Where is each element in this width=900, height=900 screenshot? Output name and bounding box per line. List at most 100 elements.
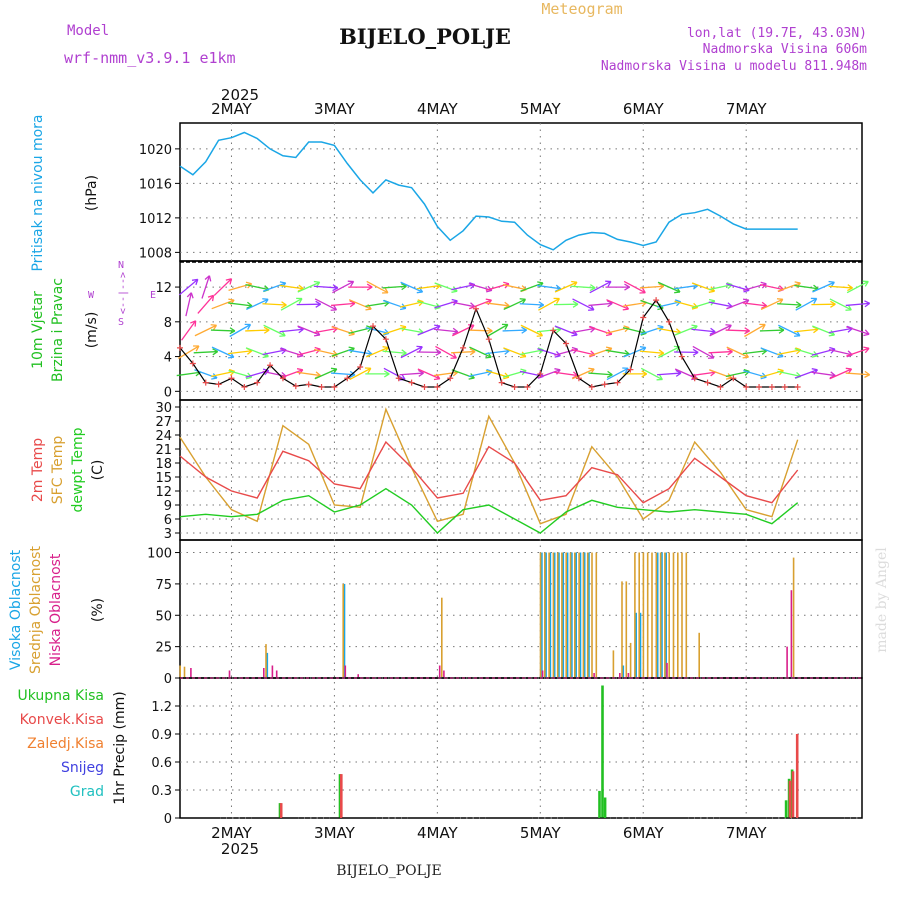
wind-arrow bbox=[435, 345, 457, 359]
lonlat-label: lon,lat (19.7E, 43.03N) bbox=[687, 26, 867, 41]
wind-speed-markers bbox=[177, 297, 801, 390]
cloud-bar bbox=[634, 552, 636, 677]
y-tick-label: 24 bbox=[155, 429, 172, 444]
y-tick-label: 4 bbox=[164, 351, 172, 366]
cloud-bar bbox=[566, 552, 569, 677]
wind-arrow bbox=[382, 299, 407, 311]
gridlines bbox=[180, 123, 862, 819]
cloud-bar bbox=[588, 552, 590, 677]
cloud-bar bbox=[569, 552, 572, 677]
wind-arrow bbox=[588, 300, 613, 308]
wind-arrow bbox=[382, 349, 407, 357]
wind-speed-marker bbox=[215, 381, 222, 388]
precip-bar bbox=[791, 771, 795, 818]
clouds-panel-frame bbox=[179, 539, 863, 679]
wind-arrow bbox=[811, 300, 836, 308]
wind-arrow bbox=[213, 278, 233, 296]
y-tick-label: 0 bbox=[164, 385, 172, 400]
wind-speed-marker bbox=[395, 375, 402, 382]
wind-arrow bbox=[399, 369, 424, 377]
cloud-bar bbox=[179, 665, 181, 677]
pressure-panel-frame bbox=[179, 122, 863, 262]
wind-arrow bbox=[588, 370, 613, 378]
cloud-bar bbox=[275, 670, 278, 677]
wind-arrow bbox=[177, 345, 200, 359]
wind-arrow bbox=[519, 301, 545, 309]
bottom-day-label: 2MAY bbox=[211, 824, 253, 842]
wind-arrow bbox=[434, 282, 458, 293]
wind-speed-marker bbox=[653, 297, 660, 304]
wind-speed-marker bbox=[704, 379, 711, 386]
wind-arrow bbox=[262, 301, 287, 309]
wind-speed-marker bbox=[318, 383, 325, 390]
cloud-bar bbox=[266, 652, 269, 677]
wind-speed-marker bbox=[563, 340, 570, 347]
top-day-labels: 2MAY 3MAY 4MAY 5MAY 6MAY 7MAY bbox=[211, 100, 767, 118]
wind-arrow bbox=[812, 325, 836, 337]
cloud-bar bbox=[625, 581, 628, 677]
wind-arrow bbox=[708, 348, 733, 356]
wind-speed-marker bbox=[781, 383, 788, 390]
bottom-day-label: 4MAY bbox=[417, 824, 459, 842]
cloud-bar bbox=[664, 552, 666, 677]
cloud-bar bbox=[578, 552, 580, 677]
wind-arrow bbox=[330, 300, 356, 308]
wind-speed-marker bbox=[498, 379, 505, 386]
wind-speed-marker bbox=[691, 375, 698, 382]
top-day-label: 3MAY bbox=[314, 100, 356, 118]
cloud-bar bbox=[786, 646, 788, 677]
wind-speed-marker bbox=[743, 383, 750, 390]
wind-arrow bbox=[503, 347, 527, 359]
station-title: BIJELO_POLJE bbox=[339, 24, 511, 49]
wind-arrow bbox=[416, 348, 442, 356]
wind-speed-marker bbox=[717, 383, 724, 390]
wind-arrow bbox=[692, 345, 715, 359]
wind-arrow bbox=[451, 348, 476, 356]
temp-axis-unit: (C) bbox=[90, 460, 106, 481]
pressure-axis-title: Pritisak na nivou mora bbox=[30, 114, 46, 271]
wind-arrow bbox=[605, 283, 630, 291]
cloud-bar bbox=[574, 552, 576, 677]
wind-speed-marker bbox=[292, 383, 299, 390]
cloud-yticks: 0 25 50 75 100 bbox=[147, 547, 180, 687]
precip-bar bbox=[340, 774, 343, 818]
wind-speed-marker bbox=[756, 383, 763, 390]
cloud-bar bbox=[790, 590, 793, 677]
wind-arrow bbox=[348, 299, 372, 311]
wind-speed-marker bbox=[588, 383, 595, 390]
dewpt-series-line bbox=[179, 487, 799, 534]
precip-bar bbox=[788, 780, 792, 818]
cloud-bar bbox=[681, 552, 683, 677]
precip-legend-item: Zaledj.Kisa bbox=[27, 736, 104, 752]
wind-axis-unit: (m/s) bbox=[84, 312, 100, 349]
cloud-bar bbox=[612, 650, 615, 677]
bottom-day-label: 6MAY bbox=[623, 824, 665, 842]
cloud-bar bbox=[666, 662, 668, 677]
wind-arrow bbox=[846, 346, 870, 357]
wind-arrow bbox=[332, 280, 355, 294]
wind-arrow bbox=[725, 327, 750, 335]
wind-arrow bbox=[606, 299, 630, 311]
precip-bar bbox=[795, 734, 799, 818]
wind-speed-marker bbox=[305, 381, 312, 388]
precip-bar bbox=[784, 800, 788, 818]
y-tick-label: 18 bbox=[155, 457, 172, 472]
cloud-bar bbox=[661, 552, 663, 677]
altitude-label: Nadmorska Visina 606m bbox=[703, 42, 868, 57]
wind-speed-marker bbox=[408, 379, 415, 386]
wind-arrow bbox=[640, 367, 663, 381]
cloud-bar bbox=[659, 552, 662, 677]
cloud-low-axis-title: Niska Oblacnost bbox=[48, 553, 64, 666]
wind-arrow bbox=[279, 284, 304, 292]
cloud-bar bbox=[552, 552, 555, 677]
wind-speed-marker bbox=[357, 363, 364, 370]
pressure-series-line bbox=[179, 131, 798, 251]
wind-arrow bbox=[709, 369, 733, 380]
cloud-bar bbox=[228, 670, 231, 677]
cloud-bar bbox=[565, 552, 567, 677]
wind-arrow bbox=[828, 284, 853, 292]
wind-speed-marker bbox=[241, 383, 248, 390]
wind-speed-marker bbox=[267, 362, 274, 369]
wind-arrow bbox=[845, 300, 871, 308]
bottom-day-labels: 2MAY 3MAY 4MAY 5MAY 6MAY 7MAY bbox=[211, 824, 767, 842]
